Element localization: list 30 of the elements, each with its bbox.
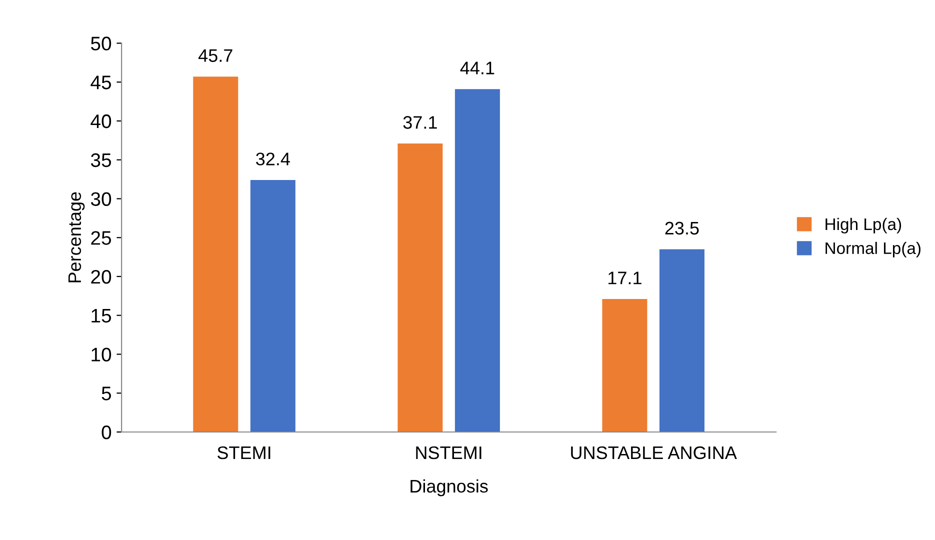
data-label: 32.4	[256, 152, 290, 166]
y-tick-label: 30	[90, 192, 112, 206]
y-tick-label: 40	[90, 114, 112, 128]
bar	[250, 180, 296, 432]
data-label: 45.7	[198, 49, 232, 62]
x-axis-title: Diagnosis	[410, 479, 488, 496]
y-tick-label: 20	[91, 270, 112, 284]
data-label: 17.1	[608, 272, 642, 284]
y-tick-label: 45	[90, 76, 112, 90]
y-tick-label: 25	[91, 231, 112, 245]
x-tick-label: NSTEMI	[416, 446, 482, 460]
y-tick-label: 10	[92, 348, 112, 362]
y-tick-label: 50	[90, 36, 112, 50]
legend-label: Normal Lp(a)	[826, 242, 920, 258]
y-tick-label: 35	[90, 153, 112, 168]
y-tick-label: 0	[102, 425, 112, 440]
data-label: 37.1	[403, 116, 437, 129]
bar	[602, 299, 648, 432]
data-label: 23.5	[665, 222, 699, 235]
bar	[454, 89, 500, 432]
y-tick-label: 15	[92, 309, 112, 323]
data-label: 44.1	[460, 62, 494, 74]
x-tick-label: STEMI	[218, 446, 270, 460]
legend-label: High Lp(a)	[826, 218, 902, 234]
y-tick-label: 5	[102, 386, 112, 400]
bar	[398, 144, 443, 432]
y-axis-title: Percentage	[68, 192, 85, 282]
bar	[659, 249, 704, 432]
x-tick-label: UNSTABLE ANGINA	[571, 446, 737, 460]
bar	[193, 76, 238, 432]
